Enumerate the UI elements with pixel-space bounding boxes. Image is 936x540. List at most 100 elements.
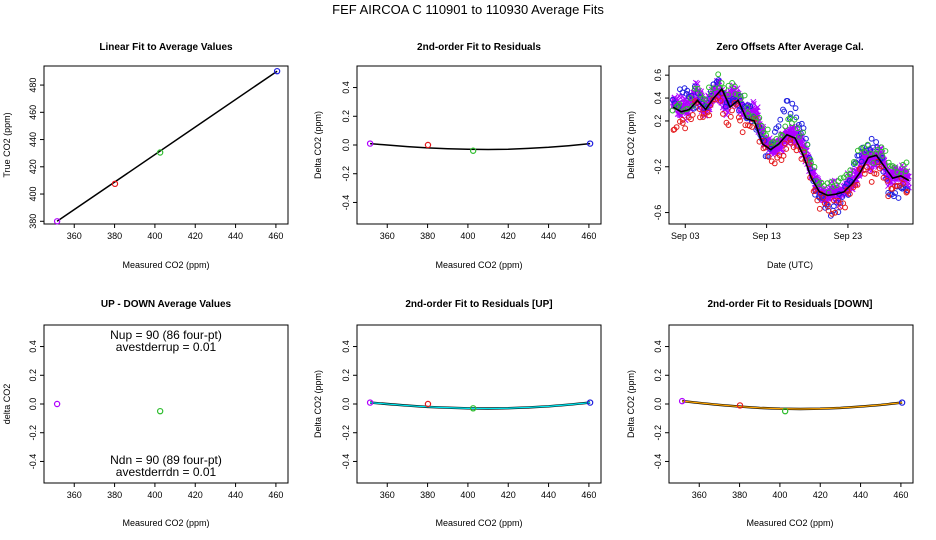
data-marks: [53, 67, 281, 225]
data-point: [885, 193, 892, 200]
x-axis-label: Measured CO2 (ppm): [122, 260, 209, 270]
data-marks: [366, 399, 594, 412]
x-tick-label: 440: [228, 490, 243, 500]
data-point-green: [469, 405, 477, 412]
x-tick-label: Sep 23: [834, 231, 863, 241]
data-point: [758, 122, 765, 129]
data-point: [852, 160, 859, 167]
data-point: [885, 159, 892, 166]
data-point: [708, 91, 715, 97]
x-tick-label: 440: [541, 490, 556, 500]
x-tick-label: 360: [67, 490, 82, 500]
data-point: [765, 153, 772, 160]
data-point: [741, 92, 748, 99]
data-point: [843, 171, 850, 178]
data-marks: [53, 400, 164, 415]
data-point: [825, 207, 832, 214]
y-tick-label: 480: [28, 78, 38, 93]
y-tick-label: -0.2: [28, 425, 38, 441]
data-point: [847, 167, 854, 174]
data-point: [862, 149, 868, 156]
panel-residuals-up: 2nd-order Fit to Residuals [UP] Measured…: [313, 299, 602, 528]
y-tick-label: -0.4: [341, 195, 351, 211]
x-tick-label: Sep 13: [752, 231, 781, 241]
axis-ticks: 360 380 400 420 440 460 -0.4 -0.2 0.0 0.2 0.4: [28, 340, 283, 500]
data-point: [736, 107, 742, 114]
data-point: [900, 180, 906, 187]
x-tick-label: Sep 03: [671, 231, 700, 241]
data-point: [804, 141, 811, 148]
data-point: [777, 116, 784, 123]
data-point: [781, 140, 788, 147]
data-point: [737, 117, 743, 124]
x-tick-label: 360: [692, 490, 707, 500]
y-tick-label: -0.4: [28, 454, 38, 470]
panel-title: Zero Offsets After Average Cal.: [716, 42, 863, 53]
data-point: [870, 160, 877, 166]
x-tick-label: 400: [147, 490, 162, 500]
data-point: [750, 98, 757, 105]
data-point: [741, 103, 748, 110]
y-tick-label: 420: [28, 159, 38, 174]
data-point: [725, 91, 731, 98]
data-point: [787, 136, 794, 143]
axis-ticks: 360 380 400 420 440 460 -0.4 -0.2 0.0 0.2 0.4: [653, 340, 908, 500]
data-point: [843, 180, 850, 187]
data-point: [846, 191, 853, 197]
data-point: [787, 110, 794, 117]
data-point: [792, 105, 799, 112]
data-point: [729, 107, 735, 114]
fit-line-black: [672, 87, 910, 197]
data-point-purple: [366, 399, 374, 406]
data-point: [829, 211, 835, 217]
data-point: [679, 116, 686, 123]
y-tick-label: -0.2: [653, 425, 663, 441]
panel-title: UP - DOWN Average Values: [101, 299, 232, 310]
data-point: [762, 153, 769, 160]
data-point: [745, 110, 751, 117]
x-tick-label: 460: [581, 231, 596, 241]
data-point: [782, 123, 789, 130]
y-axis-label: Delta CO2 (ppm): [626, 111, 636, 179]
data-point: [788, 120, 795, 127]
x-tick-label: 360: [380, 231, 395, 241]
y-tick-label: 0.2: [653, 369, 663, 382]
data-point: [879, 153, 886, 159]
data-point: [803, 135, 809, 142]
data-point: [732, 91, 739, 98]
data-point: [775, 123, 782, 129]
data-point: [884, 165, 891, 172]
data-point: [828, 179, 835, 185]
data-point: [756, 114, 763, 121]
data-point: [892, 190, 898, 196]
data-marks: [366, 140, 594, 154]
data-point: [830, 183, 837, 190]
y-tick-label: 0.2: [341, 369, 351, 382]
data-point: [689, 102, 696, 109]
data-point: [825, 201, 831, 208]
data-point: [821, 182, 827, 189]
data-point: [710, 96, 716, 103]
data-point: [717, 97, 724, 104]
y-tick-label: 0.2: [653, 115, 663, 128]
data-point: [858, 145, 864, 152]
data-point: [820, 194, 827, 201]
data-point: [895, 195, 902, 201]
x-tick-label: 460: [581, 490, 596, 500]
x-tick-label: 440: [853, 490, 868, 500]
data-point: [814, 197, 821, 204]
data-point-blue: [586, 140, 594, 147]
data-point: [729, 79, 735, 86]
x-tick-label: 360: [380, 490, 395, 500]
data-point: [763, 132, 770, 139]
y-tick-label: 0.4: [28, 340, 38, 353]
data-point: [846, 171, 853, 177]
data-point: [867, 150, 874, 157]
data-point-green: [156, 149, 164, 156]
data-point: [700, 110, 707, 117]
axis-ticks: 360 380 400 420 440 460 -0.4 -0.2 0.0 0.2 0.4: [341, 340, 596, 500]
data-point: [882, 148, 889, 154]
y-axis-label: Delta CO2 (ppm): [626, 370, 636, 438]
fit-line-cyan: [370, 401, 591, 410]
